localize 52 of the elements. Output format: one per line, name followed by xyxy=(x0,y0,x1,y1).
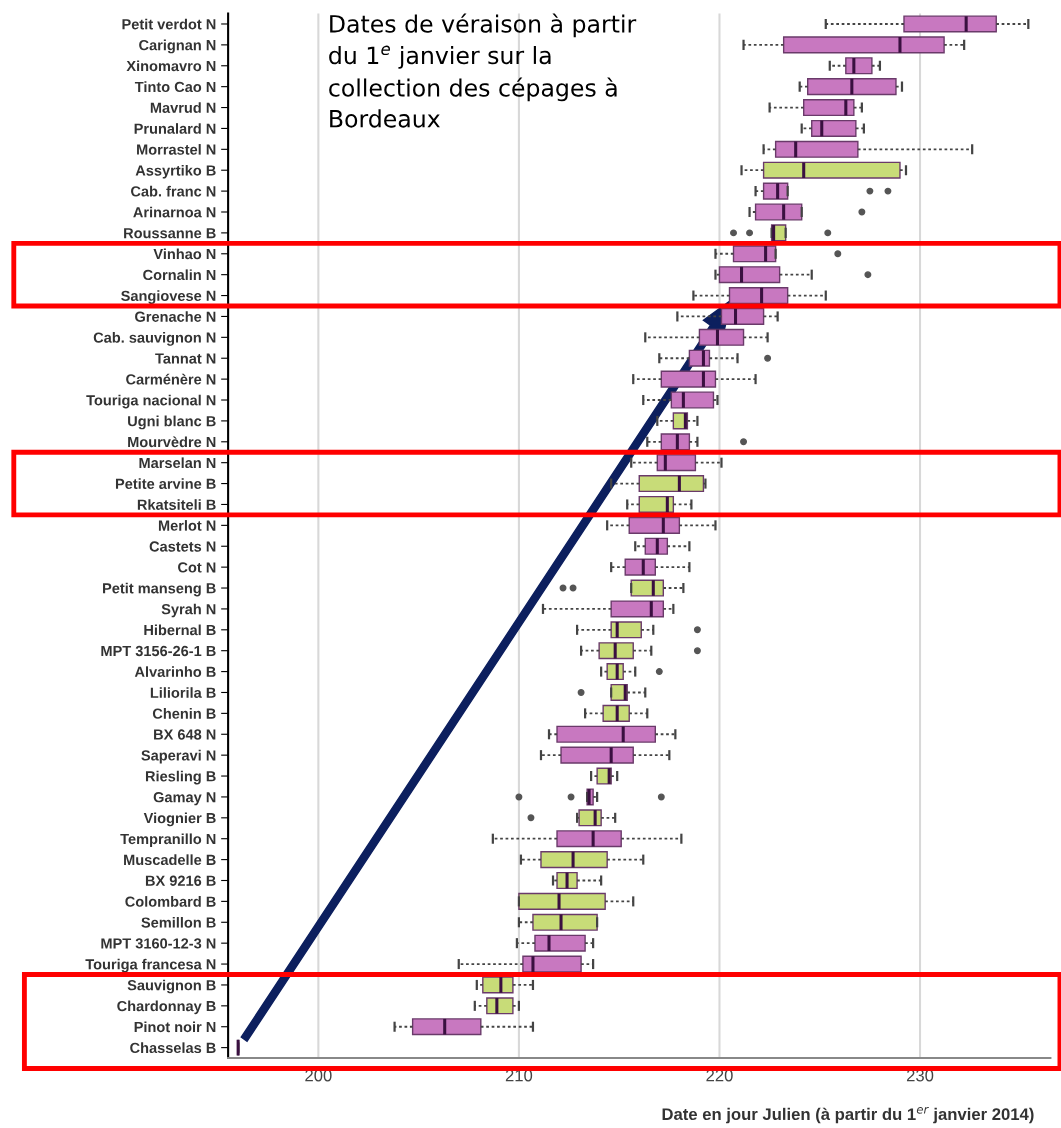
y-tick-label: Prunalard N xyxy=(134,123,216,134)
y-tick-label: Mourvèdre N xyxy=(128,436,216,448)
y-tick-label: Carménère N xyxy=(126,373,216,385)
y-tick-label: Cab. sauvignon N xyxy=(93,332,216,346)
y-tick-label: Vinhao N xyxy=(153,248,216,260)
y-tick-label: Sangiovese N xyxy=(121,290,216,304)
y-tick-label: Tempranillo N xyxy=(120,833,216,848)
y-tick-label: Roussanne B xyxy=(124,228,216,239)
y-tick-label: Gamay N xyxy=(153,792,216,806)
y-tick-label: Syrah N xyxy=(161,603,216,618)
y-tick-label: Xinomavro N xyxy=(126,60,216,72)
y-tick-label: Castets N xyxy=(149,541,216,552)
y-tick-label: Cot N xyxy=(178,562,216,573)
y-tick-label: Viognier B xyxy=(143,812,216,827)
y-tick-label: Grenache N xyxy=(135,311,216,322)
y-tick-label: Touriga nacional N xyxy=(86,394,216,409)
y-tick-label: Saperavi N xyxy=(141,749,216,764)
y-tick-label: Touriga francesa N xyxy=(85,958,216,973)
y-tick-label: Cab. franc N xyxy=(131,185,216,197)
y-tick-label: Merlot N xyxy=(158,520,216,531)
y-tick-label: Petite arvine B xyxy=(115,478,216,489)
y-tick-label: Petit manseng B xyxy=(103,582,216,597)
y-tick-label: Tannat N xyxy=(155,353,216,364)
y-tick-label: Tinto Cao N xyxy=(134,81,216,93)
y-tick-label: Cornalin N xyxy=(143,269,216,281)
y-tick-label: Liliorila B xyxy=(150,687,216,698)
y-tick-label: BX 9216 B xyxy=(145,875,216,886)
x-axis-title: Date en jour Julien (à partir du 1$^{er}$ janvier 2014) xyxy=(662,1106,1034,1124)
y-tick-label: Mavrud N xyxy=(150,102,216,113)
annotation: Dates de véraison à partir du 1$^{e}$ janvier sur la collection des cépages à Bordeaux xyxy=(329,13,637,128)
y-tick-label: Pinot noir N xyxy=(134,1021,216,1033)
y-tick-label: Ugni blanc B xyxy=(128,415,216,430)
y-tick-label: Chenin B xyxy=(152,708,216,719)
y-tick-label: Muscadelle B xyxy=(124,854,216,866)
y-tick-label: Morrastel N xyxy=(137,144,216,155)
y-tick-label: BX 648 N xyxy=(154,729,216,740)
y-tick-label: Sauvignon B xyxy=(127,979,216,994)
y-tick-label: MPT 3160-12-3 N xyxy=(101,938,216,949)
y-tick-label: Marselan N xyxy=(139,457,216,469)
y-tick-label: Assyrtiko B xyxy=(135,164,216,179)
y-tick-label: Semillon B xyxy=(141,916,216,928)
y-tick-label: Carignan N xyxy=(139,39,216,54)
y-tick-label: Riesling B xyxy=(145,770,216,785)
y-tick-label: Hibernal B xyxy=(144,624,216,636)
y-tick-label: Colombard B xyxy=(125,896,216,907)
y-tick-label: Chardonnay B xyxy=(117,1000,216,1015)
y-tick-label: Petit verdot N xyxy=(122,18,216,30)
y-tick-label: Rkatsiteli B xyxy=(137,499,216,510)
y-tick-label: Chasselas B xyxy=(130,1042,216,1054)
y-tick-label: Alvarinho B xyxy=(134,666,216,678)
y-tick-label: Arinarnoa N xyxy=(133,206,216,218)
y-tick-label: MPT 3156-26-1 B xyxy=(101,645,216,657)
